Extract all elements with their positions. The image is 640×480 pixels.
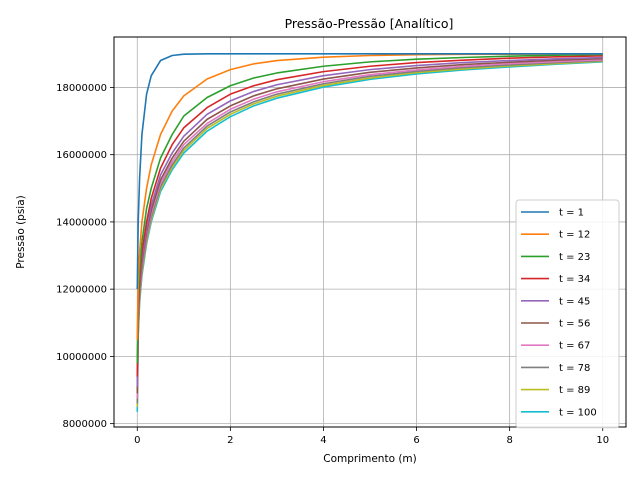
series-lines — [136, 53, 603, 412]
legend-label: t = 78 — [559, 363, 590, 374]
y-tick-label: 12000000 — [56, 285, 107, 296]
y-tick-label: 18000000 — [56, 83, 107, 94]
x-tick-label: 10 — [596, 435, 609, 446]
x-axis-label: Comprimento (m) — [323, 453, 417, 465]
legend-label: t = 12 — [559, 230, 590, 241]
x-tick-label: 8 — [506, 435, 512, 446]
y-tick-label: 14000000 — [56, 217, 107, 228]
legend-label: t = 1 — [559, 208, 584, 219]
x-tick-label: 4 — [320, 435, 326, 446]
legend-label: t = 89 — [559, 385, 590, 396]
x-tick-label: 6 — [413, 435, 419, 446]
chart-title: Pressão-Pressão [Analítico] — [285, 16, 454, 31]
y-tick-label: 8000000 — [62, 419, 107, 430]
legend-label: t = 45 — [559, 296, 590, 307]
series-line — [136, 56, 603, 387]
x-tick-label: 2 — [227, 435, 233, 446]
legend-label: t = 56 — [559, 319, 590, 330]
plot-frame — [113, 36, 627, 428]
series-line — [136, 53, 603, 290]
legend-label: t = 100 — [559, 407, 597, 418]
y-tick-label: 10000000 — [56, 352, 107, 363]
x-axis-ticks: 0 2 4 6 8 10 — [134, 427, 609, 446]
legend-label: t = 34 — [559, 274, 590, 285]
y-axis-label: Pressão (psia) — [15, 195, 27, 269]
legend: t = 1 t = 12 t = 23 t = 34 t = 45 t = 56 t = 6… — [515, 199, 620, 429]
legend-label: t = 67 — [559, 341, 590, 352]
x-tick-label: 0 — [134, 435, 140, 446]
series-line — [136, 55, 603, 377]
y-tick-label: 16000000 — [56, 150, 107, 161]
y-axis-ticks: 8000000 10000000 12000000 14000000 16000000 1… — [56, 83, 114, 430]
legend-label: t = 23 — [559, 252, 590, 263]
series-line — [136, 53, 603, 364]
